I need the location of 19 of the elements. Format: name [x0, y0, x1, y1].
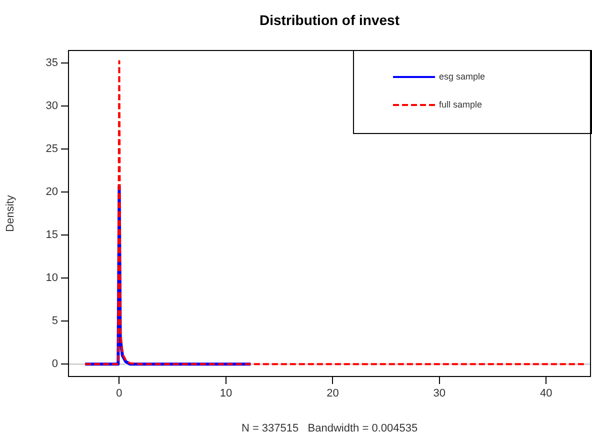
x-tick-label: 30 — [433, 388, 446, 400]
y-tick-label: 5 — [52, 315, 58, 328]
x-axis-title: N = 337515 Bandwidth = 0.004535 — [241, 422, 418, 434]
y-tick-label: 35 — [46, 56, 58, 69]
y-tick-label: 15 — [46, 229, 58, 242]
legend-label: esg sample — [439, 71, 486, 82]
x-tick-label: 20 — [326, 388, 339, 400]
legend-label: full sample — [439, 99, 482, 110]
y-tick-label: 30 — [46, 100, 58, 112]
x-tick-label: 0 — [116, 388, 122, 400]
y-tick-label: 25 — [46, 142, 58, 155]
y-tick-label: 20 — [46, 186, 58, 198]
y-tick-label: 0 — [52, 358, 58, 370]
x-tick-label: 10 — [220, 388, 232, 400]
chart-title: Distribution of invest — [260, 12, 400, 28]
y-tick-label: 10 — [46, 272, 58, 284]
line-series — [84, 60, 586, 366]
x-tick-label: 40 — [540, 388, 552, 400]
y-axis-title: Density — [4, 194, 17, 232]
